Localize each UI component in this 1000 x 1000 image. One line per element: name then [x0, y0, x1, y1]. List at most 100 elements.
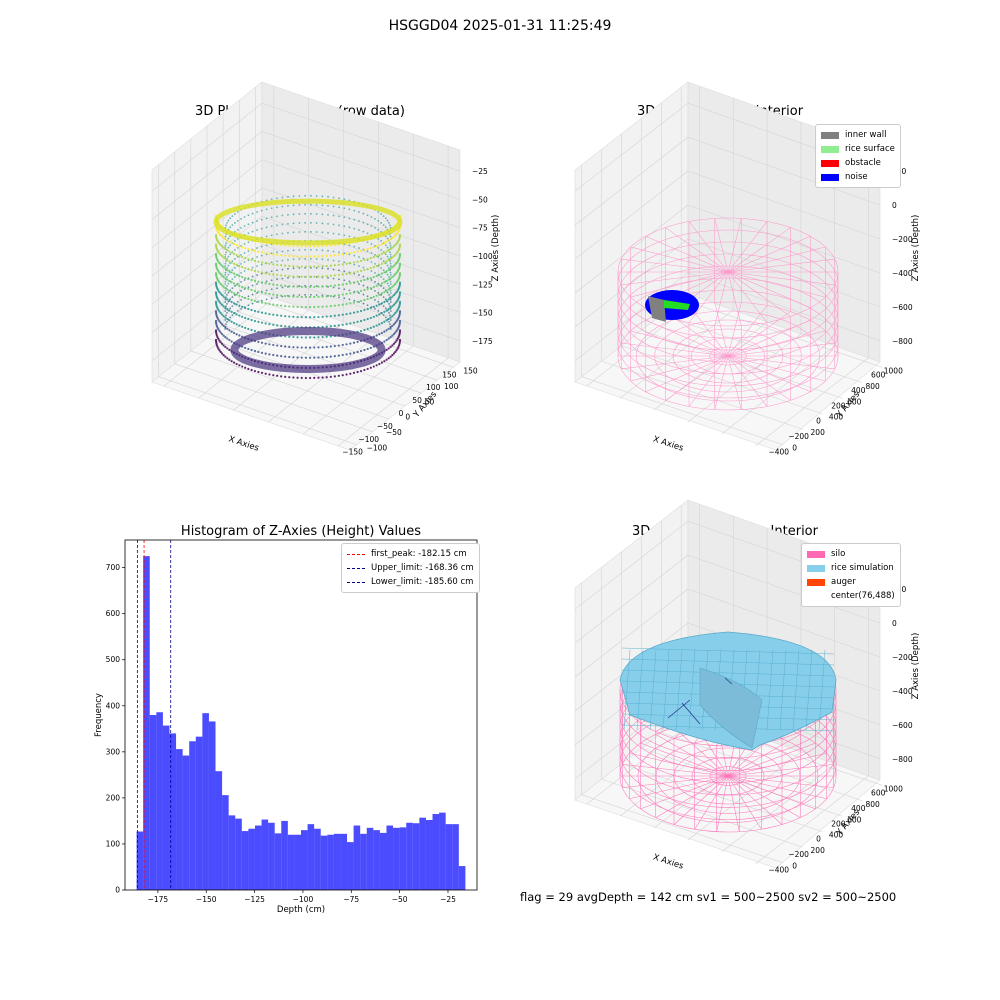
data-point — [219, 292, 222, 295]
data-point — [345, 373, 348, 376]
data-point — [377, 219, 380, 222]
silo-spoke — [727, 218, 742, 273]
data-point — [321, 335, 324, 339]
silo-spoke — [645, 355, 729, 393]
data-point — [270, 234, 273, 237]
data-point — [241, 256, 244, 259]
data-point — [321, 222, 324, 225]
histogram-bar — [136, 831, 144, 890]
data-point — [226, 298, 229, 301]
data-point — [384, 307, 387, 310]
silo-spoke — [727, 258, 835, 273]
data-point — [333, 264, 336, 267]
data-point — [380, 361, 384, 364]
data-point — [343, 261, 346, 264]
data-point — [276, 293, 279, 297]
data-point — [230, 261, 233, 264]
data-point — [352, 351, 356, 354]
data-point — [287, 267, 289, 270]
data-point — [349, 302, 352, 305]
data-point — [276, 304, 279, 307]
data-point — [253, 329, 257, 333]
data-point — [304, 245, 308, 248]
data-point — [276, 263, 279, 266]
histogram-bar — [347, 842, 354, 890]
data-point — [247, 317, 250, 321]
data-point — [300, 346, 303, 349]
data-point — [296, 255, 299, 258]
data-point — [382, 287, 385, 289]
data-point — [236, 291, 239, 294]
data-point — [215, 324, 218, 328]
data-point — [385, 309, 388, 312]
data-point — [366, 248, 369, 251]
data-point — [228, 348, 231, 352]
data-point — [226, 317, 229, 321]
data-point — [243, 270, 246, 272]
data-point — [257, 370, 260, 374]
data-point — [284, 315, 287, 318]
data-point — [392, 332, 396, 336]
histogram-bar — [248, 828, 255, 890]
data-point — [280, 324, 283, 327]
grid-line — [574, 170, 881, 260]
inner-wall-points — [648, 296, 666, 322]
data-point — [284, 304, 287, 308]
silo-spoke — [727, 355, 742, 410]
data-point — [226, 284, 228, 287]
data-point — [247, 232, 250, 235]
data-point — [370, 216, 373, 218]
data-point — [356, 270, 359, 273]
floor-points — [230, 327, 386, 373]
data-point — [270, 207, 273, 210]
data-point — [222, 236, 225, 239]
data-point — [292, 285, 295, 288]
data-point — [372, 285, 375, 289]
data-point — [325, 376, 328, 379]
data-point — [380, 267, 383, 269]
data-point — [341, 313, 344, 316]
data-point — [388, 320, 390, 323]
silo-spoke — [727, 271, 811, 309]
grid-line — [574, 238, 881, 328]
data-point — [304, 248, 307, 251]
data-point — [359, 259, 363, 262]
data-point — [380, 240, 383, 242]
data-point — [333, 294, 336, 297]
data-point — [389, 277, 392, 280]
data-point — [389, 336, 392, 339]
data-point — [325, 355, 328, 359]
data-point — [228, 279, 231, 283]
data-point — [224, 274, 227, 276]
data-point — [264, 292, 267, 295]
grid-line — [687, 333, 802, 423]
data-point — [229, 244, 232, 247]
data-point — [384, 316, 387, 319]
data-point — [362, 284, 365, 287]
data-point — [240, 253, 242, 256]
data-point — [244, 267, 247, 270]
grid-line — [151, 187, 461, 277]
data-point — [241, 325, 244, 328]
data-point — [281, 223, 284, 226]
data-point — [321, 244, 324, 248]
data-point — [257, 350, 260, 354]
data-point — [232, 242, 236, 246]
data-point — [250, 268, 253, 272]
data-point — [358, 283, 360, 285]
data-point — [247, 267, 250, 271]
data-point — [383, 291, 386, 294]
data-point — [349, 342, 352, 345]
data-point — [372, 295, 375, 299]
data-point — [241, 275, 244, 279]
data-point — [224, 267, 227, 270]
data-point — [300, 285, 303, 288]
data-point — [369, 346, 372, 349]
data-point — [380, 242, 384, 246]
grid-line — [574, 588, 881, 678]
data-point — [398, 311, 402, 315]
silo-spoke — [727, 775, 816, 810]
data-point — [382, 269, 385, 271]
